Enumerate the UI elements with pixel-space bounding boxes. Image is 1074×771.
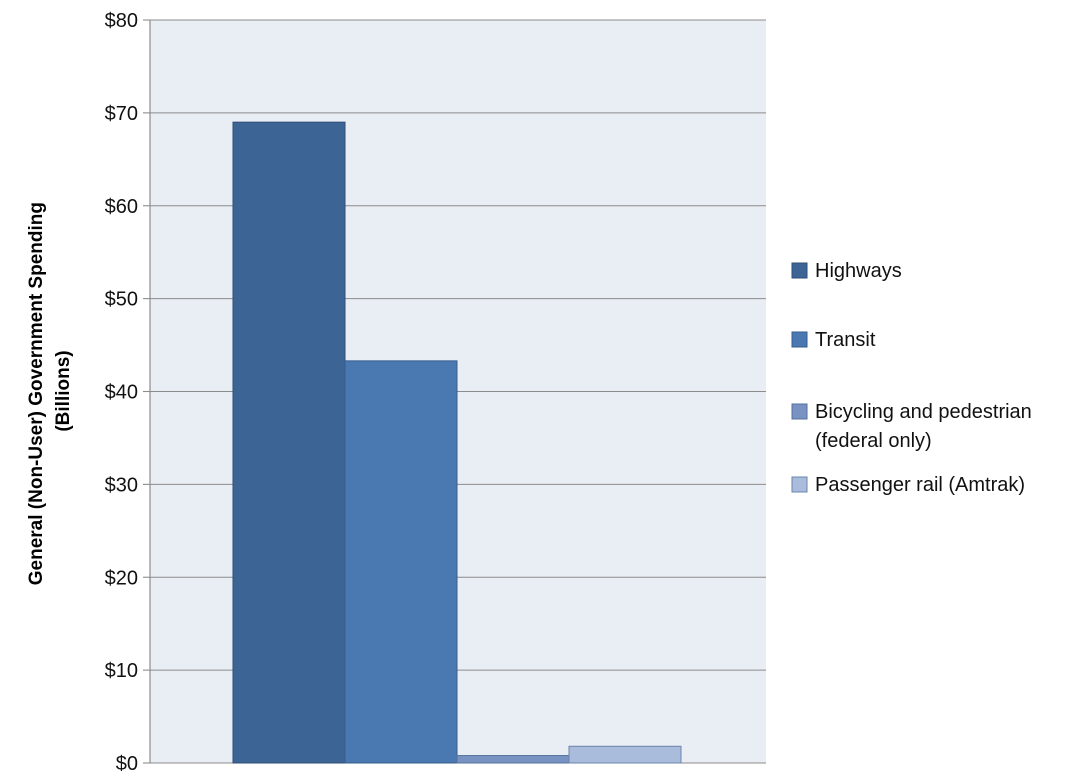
y-tick-label: $30: [105, 474, 138, 496]
y-axis-label: General (Non-User) Government Spending (…: [26, 197, 74, 586]
bars: [232, 121, 682, 764]
y-tick-labels: $0 $10 $20 $30 $40 $50 $60 $70 $80: [105, 10, 138, 771]
legend-swatch: [791, 262, 808, 279]
y-tick-label: $50: [105, 289, 138, 311]
legend-label: Transit: [815, 329, 876, 351]
y-tick-label: $60: [105, 196, 138, 218]
y-tick-label: $70: [105, 103, 138, 125]
bar: [456, 755, 570, 764]
y-tick-label: $0: [116, 753, 138, 771]
y-tick-label: $40: [105, 382, 138, 404]
y-tick-label: $80: [105, 10, 138, 32]
legend-label: Passenger rail (Amtrak): [815, 474, 1025, 496]
y-tick-label: $10: [105, 660, 138, 682]
bar: [568, 745, 682, 764]
legend-swatch: [791, 476, 808, 493]
y-tick-label: $20: [105, 567, 138, 589]
legend-label-line: Passenger rail (Amtrak): [815, 474, 1025, 496]
legend-label: Highways: [815, 260, 902, 282]
legend-label: Bicycling and pedestrian (federal only): [815, 401, 1032, 452]
legend-swatch: [791, 331, 808, 348]
legend: Highways Transit Bicycling and pedestrian (…: [791, 260, 1032, 496]
y-axis-label-line-2: (Billions): [53, 350, 74, 431]
legend-swatch: [791, 403, 808, 420]
bar: [232, 121, 346, 764]
legend-label-line: Highways: [815, 260, 902, 282]
legend-label-line: Transit: [815, 329, 876, 351]
legend-label-line: (federal only): [815, 430, 932, 452]
bar: [344, 360, 458, 764]
y-axis-label-line-1: General (Non-User) Government Spending: [26, 202, 47, 585]
legend-label-line: Bicycling and pedestrian: [815, 401, 1032, 423]
